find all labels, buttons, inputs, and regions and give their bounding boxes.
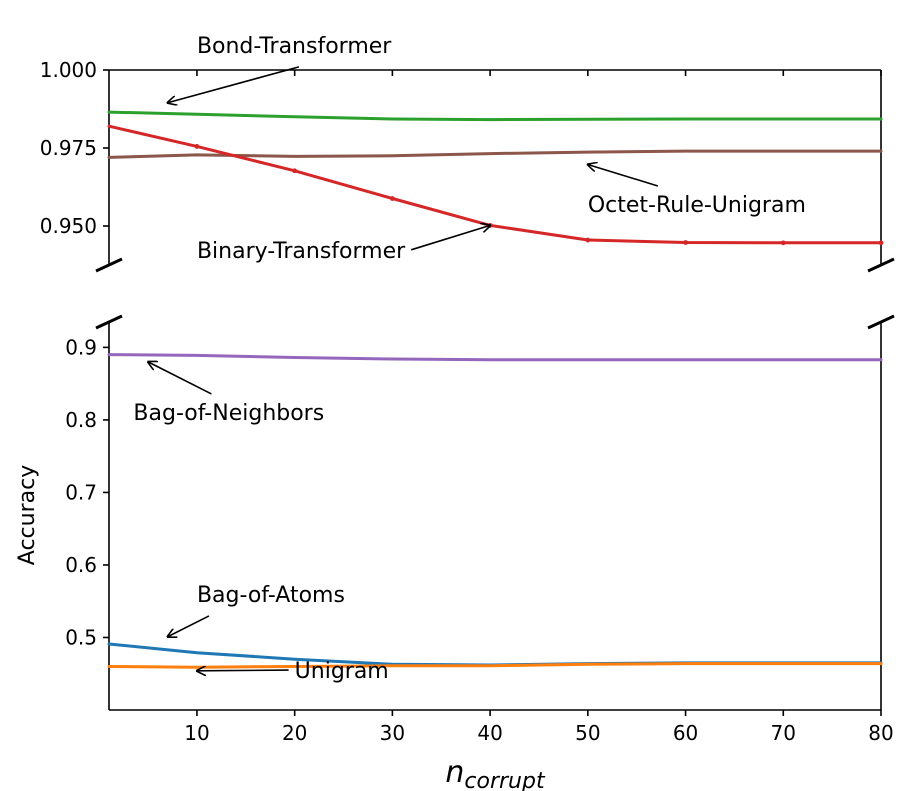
annotation-unigram: Unigram bbox=[295, 659, 389, 684]
x-tick-label: 60 bbox=[673, 721, 698, 745]
series-line-bond-transformer bbox=[107, 110, 883, 122]
x-axis-label: ncorrupt bbox=[445, 755, 546, 791]
x-axis-label-main: n bbox=[445, 755, 464, 790]
bottom-y-tick-label: 0.7 bbox=[65, 480, 97, 504]
axis-break-mark bbox=[95, 257, 123, 273]
bottom-y-tick-label: 0.6 bbox=[65, 553, 97, 577]
annotation-binary-transformer: Binary-Transformer bbox=[197, 239, 406, 264]
series-line-bag-of-neighbors bbox=[107, 353, 883, 362]
axis-break-mark bbox=[867, 257, 895, 273]
series-point-binary-transformer bbox=[683, 240, 688, 245]
series-line-binary-transformer bbox=[107, 124, 883, 245]
y-axis-label: Accuracy bbox=[15, 465, 40, 565]
series-point-binary-transformer bbox=[878, 240, 884, 246]
top-y-tick-label: 0.950 bbox=[40, 214, 97, 238]
top-panel: 0.950 0.975 1.000 Bond-Transformer Octet-Rul… bbox=[40, 34, 895, 273]
series-line-unigram bbox=[107, 662, 883, 669]
x-tick-label: 70 bbox=[771, 721, 796, 745]
x-tick-label: 40 bbox=[477, 721, 502, 745]
bottom-y-tick-label: 0.5 bbox=[65, 625, 97, 649]
annotation-bag-of-neighbors: Bag-of-Neighbors bbox=[133, 401, 324, 426]
annotation-bond-transformer: Bond-Transformer bbox=[197, 34, 392, 59]
x-axis-label-subscript: corrupt bbox=[464, 769, 546, 791]
series-point-binary-transformer bbox=[585, 237, 591, 243]
annotation-arrow-bond-transformer bbox=[168, 66, 300, 103]
top-y-tick-label: 0.975 bbox=[40, 136, 97, 160]
x-tick-label: 30 bbox=[380, 721, 405, 745]
bottom-y-tick-label: 0.9 bbox=[65, 335, 97, 359]
series-line-bag-of-atoms bbox=[107, 642, 883, 667]
annotation-octet-rule-unigram: Octet-Rule-Unigram bbox=[588, 193, 806, 218]
series-point-binary-transformer bbox=[292, 168, 298, 174]
annotation-arrow-unigram bbox=[197, 670, 289, 671]
annotation-arrow-bag-of-atoms bbox=[168, 615, 210, 637]
series-point-binary-transformer bbox=[389, 196, 395, 201]
annotation-arrow-octet-rule-unigram bbox=[588, 165, 659, 187]
annotation-bag-of-atoms: Bag-of-Atoms bbox=[197, 583, 345, 608]
top-y-tick-label: 1.000 bbox=[40, 58, 97, 82]
x-tick-label: 20 bbox=[282, 721, 307, 745]
bottom-y-tick-label: 0.8 bbox=[65, 408, 97, 432]
bottom-panel: 10 20 30 40 50 60 70 80 0.5 0.6 0.7 0.8 0.9 Bag-of-Ne… bbox=[65, 314, 895, 745]
series-point-binary-transformer bbox=[780, 240, 786, 246]
series-point-binary-transformer bbox=[194, 144, 200, 149]
x-tick-label: 10 bbox=[184, 721, 209, 745]
axis-break-mark bbox=[867, 314, 895, 330]
axis-break-mark bbox=[95, 314, 123, 330]
x-tick-label: 50 bbox=[575, 721, 600, 745]
annotation-arrow-binary-transformer bbox=[410, 225, 490, 251]
annotation-arrow-bag-of-neighbors bbox=[148, 362, 212, 395]
x-tick-label: 80 bbox=[868, 721, 893, 745]
